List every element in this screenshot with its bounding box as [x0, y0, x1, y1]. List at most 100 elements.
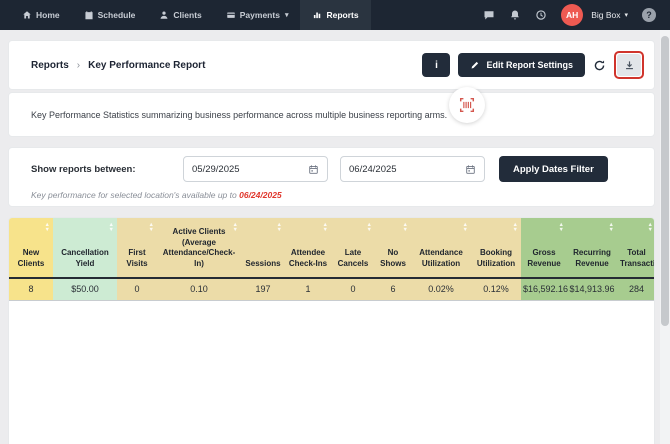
sort-icon: ▲ ▼ [366, 222, 372, 233]
sort-icon: ▲ ▼ [647, 222, 653, 233]
table-header-cell[interactable]: No Shows ▲ ▼ [375, 218, 411, 279]
calendar-icon [85, 11, 93, 20]
pencil-icon [472, 61, 479, 69]
refresh-icon [594, 59, 605, 70]
chat-icon [484, 11, 494, 20]
person-icon [160, 11, 168, 19]
table-header-cell[interactable]: Sessions ▲ ▼ [241, 218, 285, 279]
date-filter-card: Show reports between: 05/29/2025 06/24/2… [8, 147, 655, 207]
nav-item-reports[interactable]: Reports [300, 0, 371, 30]
table-header-cell[interactable]: Booking Utilization ▲ ▼ [471, 218, 521, 279]
start-date-input[interactable]: 05/29/2025 [183, 156, 328, 182]
sort-icon: ▲ ▼ [322, 222, 328, 233]
history-button[interactable] [535, 9, 547, 21]
scrollbar[interactable] [660, 30, 670, 444]
sort-icon: ▲ ▼ [44, 222, 50, 233]
sort-icon: ▲ ▼ [462, 222, 468, 233]
table-row: 8 $50.00 0 0.10 197 1 0 6 0.02% 0.12% $16,592.16 $1… [9, 278, 654, 301]
messages-button[interactable] [483, 9, 495, 21]
sort-icon: ▲ ▼ [558, 222, 564, 233]
table-cell: 0 [331, 278, 375, 301]
account-menu[interactable]: Big Box ▾ [591, 10, 628, 20]
report-description: Key Performance Statistics summarizing b… [31, 109, 448, 120]
table-cell: $16,592.16 [521, 278, 568, 301]
table-header-cell[interactable]: Attendee Check-Ins ▲ ▼ [285, 218, 331, 279]
table-cell: 6 [375, 278, 411, 301]
bell-icon [511, 10, 520, 20]
barcode-icon [459, 97, 475, 113]
sort-icon: ▲ ▼ [402, 222, 408, 233]
end-date-value: 06/24/2025 [349, 163, 397, 175]
sort-icon: ▲ ▼ [608, 222, 614, 233]
breadcrumb-reports[interactable]: Reports [31, 59, 69, 71]
top-navigation: Home Schedule Clients Payments ▾ Reports [0, 0, 670, 30]
nav-item-home[interactable]: Home [10, 0, 72, 30]
sort-icon: ▲ ▼ [276, 222, 282, 233]
apply-dates-filter-button[interactable]: Apply Dates Filter [499, 156, 608, 182]
table-cell: 0.02% [411, 278, 471, 301]
table-header-cell[interactable]: New Clients ▲ ▼ [9, 218, 53, 279]
table-cell: $50.00 [53, 278, 117, 301]
clock-icon [536, 10, 546, 20]
download-button[interactable] [617, 54, 641, 76]
chevron-down-icon: ▾ [284, 12, 289, 19]
start-date-value: 05/29/2025 [192, 163, 240, 175]
nav-item-schedule[interactable]: Schedule [72, 0, 148, 30]
refresh-button[interactable] [593, 59, 606, 72]
help-button[interactable]: ? [642, 8, 656, 22]
table-cell: 0 [117, 278, 157, 301]
table-header-cell[interactable]: Gross Revenue ▲ ▼ [521, 218, 567, 279]
table-header-cell[interactable]: Cancellation Yield ▲ ▼ [53, 218, 117, 279]
breadcrumb-separator: › [76, 59, 81, 71]
report-table-card: New Clients ▲ ▼ Cancellation Yield ▲ ▼ First V… [8, 217, 655, 444]
report-description-card: Key Performance Statistics summarizing b… [8, 87, 655, 137]
table-header-cell[interactable]: Total Transactions▲▼ [617, 218, 654, 279]
bar-chart-icon [314, 12, 321, 19]
table-cell: 0.10 [157, 278, 241, 301]
nav-item-clients[interactable]: Clients [147, 0, 213, 30]
sort-icon: ▲ ▼ [512, 222, 518, 233]
sort-icon: ▲ ▼ [232, 222, 238, 233]
credit-card-icon [227, 12, 235, 18]
scrollbar-thumb[interactable] [661, 36, 669, 326]
account-name: Big Box [591, 10, 621, 20]
breadcrumb-current-page: Key Performance Report [88, 59, 206, 71]
calendar-icon [466, 164, 475, 174]
nav-item-payments[interactable]: Payments ▾ [214, 0, 301, 30]
action-highlight-ring [614, 51, 644, 79]
table-cell: 284 [617, 278, 654, 301]
availability-date: 06/24/2025 [239, 190, 282, 200]
download-icon [625, 60, 633, 69]
table-cell: $14,913.96 [567, 278, 617, 301]
avatar[interactable]: AH [561, 4, 584, 26]
table-header-cell[interactable]: Late Cancels ▲ ▼ [331, 218, 375, 279]
end-date-input[interactable]: 06/24/2025 [340, 156, 485, 182]
date-filter-row: Show reports between: 05/29/2025 06/24/2… [31, 156, 644, 182]
availability-note: Key performance for selected location's … [31, 190, 282, 200]
kpi-table: New Clients ▲ ▼ Cancellation Yield ▲ ▼ First V… [9, 218, 654, 301]
table-header-cell[interactable]: Active Clients (Average Attendance/Check… [157, 218, 241, 279]
report-header-bar: Reports › Key Performance Report i Edit … [8, 40, 655, 90]
chevron-down-icon: ▾ [624, 12, 628, 19]
sort-icon: ▲ ▼ [148, 222, 154, 233]
nav-utilities: AH Big Box ▾ ? [483, 0, 670, 30]
table-cell: 0.12% [471, 278, 521, 301]
edit-report-settings-button[interactable]: Edit Report Settings [458, 53, 585, 77]
table-header-cell[interactable]: Attendance Utilization ▲ ▼ [411, 218, 471, 279]
report-actions: i Edit Report Settings [422, 51, 644, 79]
nav-menu: Home Schedule Clients Payments ▾ Reports [0, 0, 371, 30]
table-cell: 197 [241, 278, 285, 301]
sort-icon: ▲ ▼ [108, 222, 114, 233]
main-content: Reports › Key Performance Report i Edit … [8, 40, 655, 444]
table-cell: 8 [9, 278, 53, 301]
notifications-button[interactable] [509, 9, 521, 21]
home-icon [23, 11, 31, 19]
table-header-cell[interactable]: First Visits ▲ ▼ [117, 218, 157, 279]
table-cell: 1 [285, 278, 331, 301]
calendar-icon [309, 164, 318, 174]
report-type-badge [449, 87, 485, 123]
breadcrumb: Reports › Key Performance Report [31, 60, 205, 71]
info-button[interactable]: i [422, 53, 451, 77]
table-header-cell[interactable]: Recurring Revenue ▲ ▼ [567, 218, 617, 279]
